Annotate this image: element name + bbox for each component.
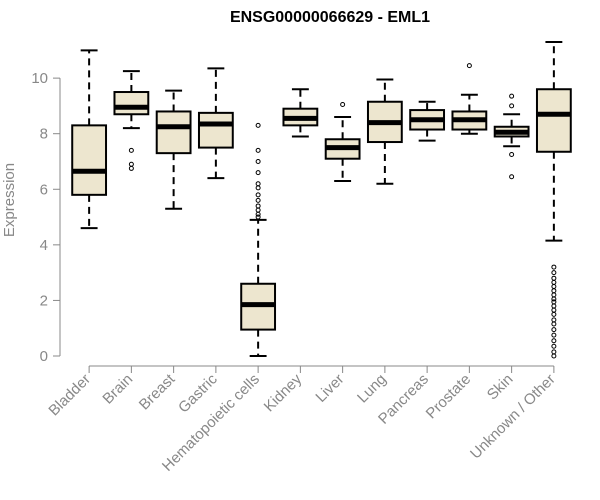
outlier-point — [551, 353, 557, 359]
outlier-point — [128, 161, 134, 167]
outlier-point — [255, 170, 261, 176]
outlier-point — [255, 203, 261, 209]
outlier-point — [509, 152, 515, 158]
box-group — [71, 41, 572, 359]
outlier-point — [255, 122, 261, 128]
box-rect — [155, 110, 192, 155]
x-tick-label: Breast — [136, 370, 179, 413]
x-tick-label: Skin — [484, 371, 517, 404]
y-tick-label: 6 — [40, 181, 48, 198]
box-rect — [535, 88, 572, 153]
box-8 — [409, 100, 446, 142]
x-tick-label: Prostate — [423, 371, 475, 423]
outlier-point — [551, 284, 557, 290]
outlier-point — [466, 63, 472, 69]
box-0 — [71, 49, 108, 230]
outlier-point — [551, 279, 557, 285]
box-11 — [535, 41, 572, 359]
y-axis: 0 2 4 6 8 10 — [31, 70, 61, 365]
outlier-point — [255, 185, 261, 191]
outlier-point — [128, 165, 134, 171]
y-tick-label: 10 — [31, 70, 48, 87]
box-3 — [197, 67, 234, 180]
box-7 — [366, 78, 403, 185]
box-10 — [493, 93, 530, 180]
x-tick-label: Liver — [312, 371, 347, 406]
outlier-point — [255, 207, 261, 213]
outlier-point — [551, 311, 557, 317]
outlier-point — [551, 299, 557, 305]
outlier-point — [551, 275, 557, 281]
y-tick-label: 2 — [40, 292, 48, 309]
x-tick-label: Bladder — [45, 371, 94, 420]
outlier-point — [255, 192, 261, 198]
outlier-point — [551, 307, 557, 313]
outlier-point — [551, 296, 557, 302]
outlier-point — [255, 197, 261, 203]
box-rect — [71, 124, 108, 196]
box-6 — [324, 102, 361, 182]
box-1 — [113, 70, 150, 171]
box-rect — [113, 91, 150, 116]
y-tick-label: 0 — [40, 348, 48, 365]
y-tick-label: 4 — [40, 237, 48, 254]
box-2 — [155, 89, 192, 210]
x-tick-label: Brain — [99, 371, 136, 408]
x-tick-label: Kidney — [261, 370, 306, 415]
outlier-point — [551, 317, 557, 323]
box-rect — [197, 111, 234, 149]
outlier-point — [551, 321, 557, 327]
box-9 — [451, 63, 488, 135]
box-4 — [240, 122, 277, 357]
outlier-point — [551, 327, 557, 333]
outlier-point — [255, 211, 261, 217]
outlier-point — [509, 174, 515, 180]
outlier-point — [340, 102, 346, 108]
outlier-point — [551, 303, 557, 309]
outlier-point — [551, 264, 557, 270]
outlier-point — [509, 103, 515, 109]
outlier-point — [551, 349, 557, 355]
outlier-point — [509, 93, 515, 99]
box-5 — [282, 88, 319, 138]
outlier-point — [255, 147, 261, 153]
outlier-point — [551, 338, 557, 344]
outlier-point — [551, 270, 557, 276]
outlier-point — [551, 288, 557, 294]
outlier-point — [551, 343, 557, 349]
outlier-point — [128, 147, 134, 153]
y-tick-label: 8 — [40, 126, 48, 143]
y-axis-label: Expression — [1, 163, 18, 237]
outlier-point — [551, 332, 557, 338]
outlier-point — [255, 181, 261, 187]
x-tick-label: Lung — [354, 371, 390, 407]
outlier-point — [551, 292, 557, 298]
outlier-point — [255, 158, 261, 164]
chart-title: ENSG00000066629 - EML1 — [230, 9, 430, 26]
outlier-point — [255, 214, 261, 220]
